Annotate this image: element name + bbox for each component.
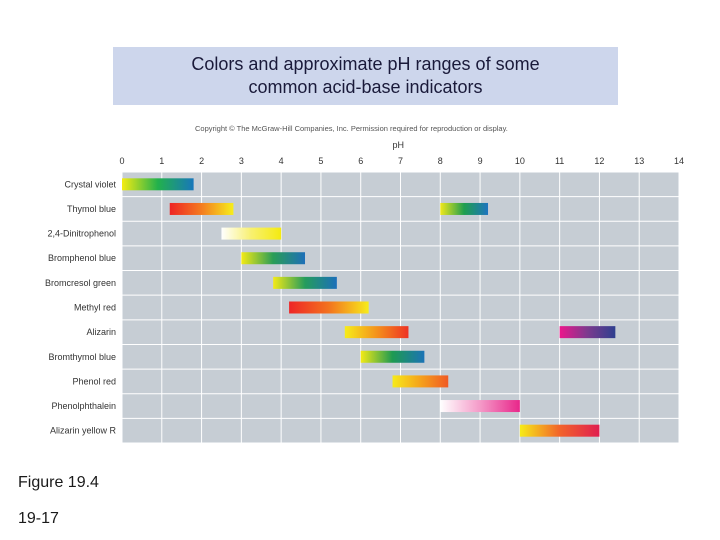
tick-label: 12 [594, 156, 604, 166]
tick-label: 9 [478, 156, 483, 166]
indicator-label: Crystal violet [64, 179, 116, 189]
tick-label: 6 [358, 156, 363, 166]
indicator-range-bar [344, 326, 409, 339]
page-number: 19-17 [18, 510, 59, 527]
indicator-label: Phenol red [72, 376, 116, 386]
tick-label: 14 [674, 156, 684, 166]
tick-label: 8 [438, 156, 443, 166]
tick-label: 1 [159, 156, 164, 166]
tick-label: 3 [239, 156, 244, 166]
indicator-range-bar [559, 326, 616, 339]
indicator-label: Bromphenol blue [48, 253, 116, 263]
tick-label: 11 [555, 156, 564, 166]
figure-label: Figure 19.4 [18, 474, 99, 491]
indicator-range-bar [221, 227, 282, 240]
indicator-range-bar [273, 276, 337, 289]
indicator-label: Phenolphthalein [51, 401, 116, 411]
title-line-2: common acid-base indicators [248, 77, 483, 97]
copyright-notice: Copyright © The McGraw-Hill Companies, I… [195, 124, 508, 133]
indicator-label: Alizarin [86, 327, 116, 337]
indicator-range-bar [392, 375, 449, 388]
tick-label: 5 [318, 156, 323, 166]
tick-label: 10 [515, 156, 525, 166]
indicator-label: Methyl red [74, 303, 116, 313]
tick-label: 0 [119, 156, 124, 166]
indicator-label: Bromcresol green [45, 278, 116, 288]
indicator-range-bar [241, 252, 306, 265]
indicator-range-bar [169, 202, 234, 215]
indicator-label: Bromthymol blue [48, 352, 116, 362]
title-box: Colors and approximate pH ranges of some… [113, 47, 618, 105]
x-axis-label: pH [393, 140, 405, 150]
tick-label: 4 [279, 156, 284, 166]
tick-label: 2 [199, 156, 204, 166]
indicator-range-bar [440, 400, 520, 413]
indicator-range-bar [440, 202, 489, 215]
indicator-range-bar [360, 350, 425, 363]
indicator-range-bar [519, 424, 600, 437]
indicator-range-bar [122, 178, 194, 191]
title-line-1: Colors and approximate pH ranges of some [191, 54, 540, 74]
tick-label: 13 [634, 156, 644, 166]
indicator-label: Alizarin yellow R [50, 426, 117, 436]
tick-label: 7 [398, 156, 403, 166]
indicator-range-bar [289, 301, 369, 314]
indicator-label: Thymol blue [67, 204, 116, 214]
indicator-label: 2,4-Dinitrophenol [47, 229, 116, 239]
